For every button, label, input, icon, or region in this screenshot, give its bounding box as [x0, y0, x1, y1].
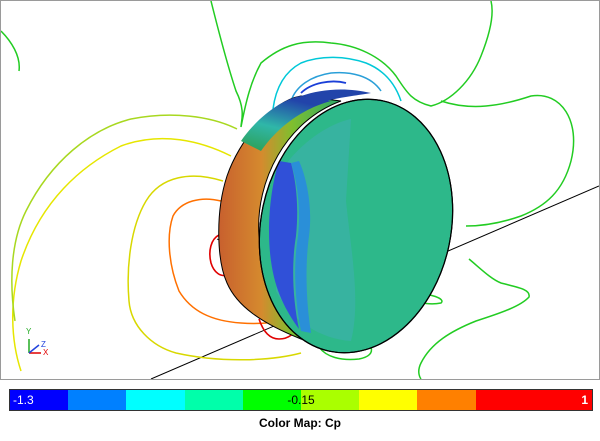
colorbar-segment: [126, 390, 185, 410]
contour-cyan-outer: [272, 56, 402, 110]
colorbar-segment: [68, 390, 127, 410]
contour-green-right: [440, 94, 575, 227]
colorbar-max-label: 1: [581, 393, 588, 407]
contour-red: [209, 234, 228, 277]
contour-yellow: [12, 137, 232, 372]
axis-label-x: X: [43, 348, 49, 357]
colorbar-mid-label: -0.15: [287, 393, 315, 407]
colorbar-min-label: -1.3: [13, 393, 34, 407]
contour-green-lower: [418, 258, 530, 379]
disk-side-top-band: [241, 96, 331, 151]
disk-face-blue: [268, 161, 299, 329]
contour-green-bottom: [318, 346, 373, 361]
colorbar-segment: [533, 390, 593, 410]
contour-blue-top: [300, 80, 347, 94]
colorbar-segment: [242, 390, 302, 410]
colorbar-segment: [184, 390, 243, 410]
colorbar-segment: [10, 390, 69, 410]
colorbar-segment: [359, 390, 418, 410]
3d-viewport[interactable]: Y X Z: [0, 0, 600, 380]
colorbar-segment: [301, 390, 360, 410]
disk-top-cap: [301, 89, 371, 101]
axis-triad: [28, 339, 41, 354]
axis-label-z: Z: [41, 340, 46, 349]
colorbar-segment: [475, 390, 534, 410]
contour-green-far-left: [1, 30, 20, 72]
contour-orange: [168, 198, 292, 325]
axis-label-y: Y: [26, 327, 32, 336]
color-legend-bar: -1.3 -0.15 1: [9, 389, 593, 411]
colorbar-segment: [417, 390, 476, 410]
disk-face-blue-edge: [291, 161, 311, 333]
contour-lightgreen-left: [11, 114, 238, 322]
colormap-title: Color Map: Cp: [259, 416, 341, 430]
contour-green-upper: [210, 1, 493, 128]
disk-face-outline: [258, 98, 454, 354]
contour-cyan-inner: [290, 71, 382, 102]
contour-yellow2: [127, 175, 302, 361]
scene-svg: [1, 1, 599, 379]
disk-side: [218, 95, 342, 347]
